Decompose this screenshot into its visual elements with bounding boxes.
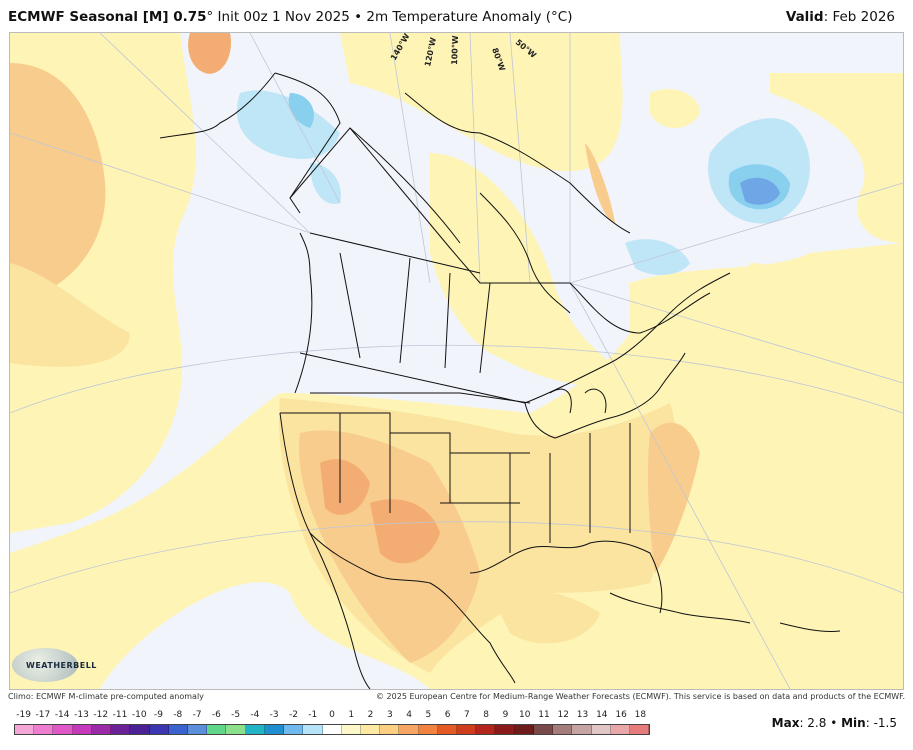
lon-label: 100°W	[450, 35, 460, 65]
colorbar-label: 16	[615, 710, 627, 720]
colorbar-swatch	[322, 725, 342, 734]
colorbar-label: 1	[348, 710, 355, 720]
colorbar-swatch	[207, 725, 227, 734]
colorbar-label: -7	[192, 710, 202, 720]
colorbar-label: -14	[54, 710, 70, 720]
weatherbell-logo	[12, 648, 78, 682]
colorbar-swatch	[610, 725, 630, 734]
climo-note: Climo: ECMWF M-climate pre-computed anom…	[8, 692, 204, 701]
colorbar-swatch	[34, 725, 54, 734]
colorbar-swatch	[457, 725, 477, 734]
colorbar-swatch	[245, 725, 265, 734]
colorbar-label: -6	[211, 710, 221, 720]
colorbar-swatch	[53, 725, 73, 734]
colorbar-label: 2	[367, 710, 374, 720]
colorbar-swatch	[399, 725, 419, 734]
colorbar-swatch	[303, 725, 323, 734]
warm-anomaly-fields	[10, 33, 903, 689]
political-boundaries	[159, 72, 841, 689]
valid-date: Valid: Feb 2026	[785, 9, 895, 25]
colorbar-swatch	[341, 725, 361, 734]
colorbar-label: -17	[35, 710, 51, 720]
colorbar-label: -3	[269, 710, 279, 720]
colorbar-swatch	[284, 725, 304, 734]
colorbar-swatch	[187, 725, 208, 734]
colorbar-label: -9	[154, 710, 164, 720]
colorbar-label: -19	[16, 710, 31, 720]
colorbar-label: -11	[112, 710, 128, 720]
cool-anomaly-fields	[236, 90, 810, 275]
colorbar-swatch	[476, 725, 496, 734]
colorbar-swatch	[514, 725, 534, 734]
weatherbell-logo-text: WEATHERBELL	[26, 661, 97, 670]
colorbar-swatch	[553, 725, 573, 734]
colorbar-label: -5	[231, 710, 241, 720]
colorbar-swatch	[572, 725, 592, 734]
colorbar-label: -2	[288, 710, 298, 720]
colorbar	[14, 724, 650, 735]
colorbar-swatch	[418, 725, 438, 734]
colorbar-label: 13	[576, 710, 589, 720]
colorbar-label: 9	[502, 710, 509, 720]
colorbar-label: 4	[406, 710, 412, 720]
map-svg: 140°W 120°W 100°W 80°W 50°W	[10, 33, 903, 689]
colorbar-label: -12	[93, 710, 109, 720]
colorbar-swatch	[15, 725, 35, 734]
colorbar-swatch	[226, 725, 246, 734]
header: ECMWF Seasonal [M] 0.75° Init 00z 1 Nov …	[0, 0, 913, 32]
colorbar-swatch	[591, 725, 611, 734]
max-min-stats: Max: 2.8 • Min: -1.5	[771, 716, 897, 730]
colorbar-swatch	[111, 725, 131, 734]
colorbar-label: 14	[596, 710, 608, 720]
colorbar-label: 8	[483, 710, 490, 720]
colorbar-label: -10	[131, 710, 147, 720]
colorbar-swatch	[130, 725, 150, 734]
colorbar-label: -4	[250, 710, 260, 720]
copyright-note: © 2025 European Centre for Medium-Range …	[376, 692, 905, 701]
colorbar-label: 18	[634, 710, 647, 720]
colorbar-swatch	[437, 725, 458, 734]
colorbar-label: 10	[518, 710, 531, 720]
colorbar-swatch	[380, 725, 400, 734]
colorbar-label: 12	[557, 710, 569, 720]
colorbar-swatch	[495, 725, 515, 734]
colorbar-label: 5	[425, 710, 432, 720]
colorbar-label: 0	[329, 710, 335, 720]
colorbar-label: 7	[464, 710, 470, 720]
colorbar-swatch	[168, 725, 188, 734]
colorbar-swatch	[630, 725, 650, 734]
anomaly-map: 140°W 120°W 100°W 80°W 50°W	[9, 32, 904, 690]
colorbar-swatch	[149, 725, 169, 734]
colorbar-swatch	[72, 725, 92, 734]
map-title: ECMWF Seasonal [M] 0.75° Init 00z 1 Nov …	[8, 9, 573, 25]
colorbar-label: 3	[386, 710, 393, 720]
colorbar-label: 11	[538, 710, 550, 720]
colorbar-swatch	[264, 725, 285, 734]
colorbar-label: -13	[74, 710, 89, 720]
colorbar-label: -8	[173, 710, 183, 720]
colorbar-label: 6	[444, 710, 451, 720]
colorbar-swatch	[360, 725, 381, 734]
colorbar-swatch	[91, 725, 112, 734]
colorbar-swatch	[533, 725, 554, 734]
colorbar-label: -1	[308, 710, 318, 720]
